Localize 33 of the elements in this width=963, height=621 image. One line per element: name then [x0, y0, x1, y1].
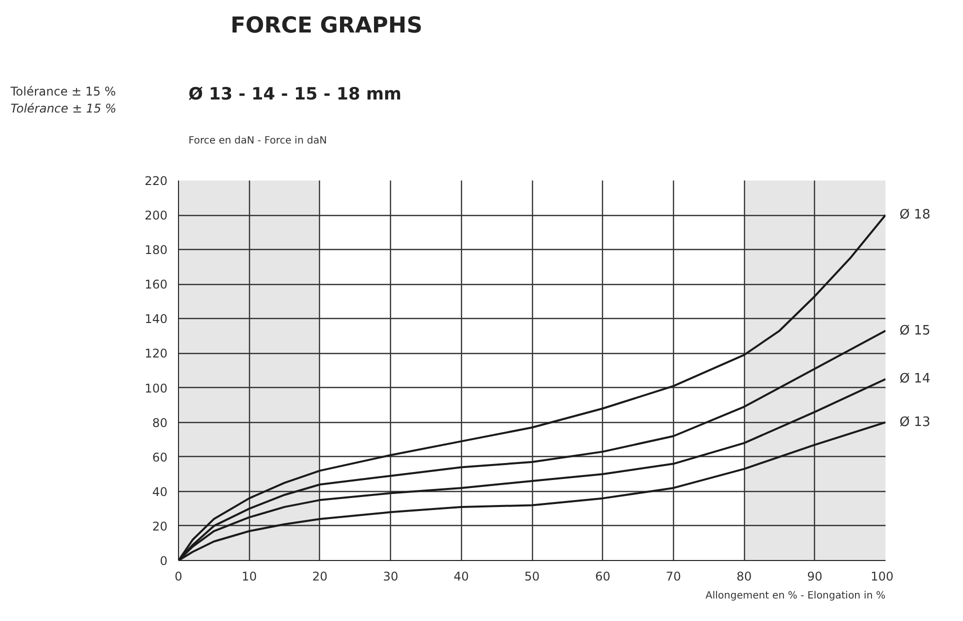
series-label: Ø 15 — [900, 323, 930, 338]
x-tick-label: 10 — [242, 570, 257, 584]
y-tick-label: 80 — [152, 416, 168, 430]
x-tick-label: 40 — [454, 570, 469, 584]
x-tick-label: 20 — [312, 570, 328, 584]
y-tick-label: 140 — [144, 312, 168, 326]
y-tick-label: 120 — [144, 346, 168, 361]
y-tick-label: 160 — [144, 278, 168, 292]
x-tick-label: 60 — [595, 570, 610, 584]
x-tick-label: 90 — [807, 570, 822, 584]
x-tick-label: 50 — [524, 570, 540, 584]
series-label: Ø 14 — [900, 372, 930, 387]
y-tick-label: 180 — [144, 243, 168, 258]
x-tick-label: 80 — [736, 570, 752, 584]
y-tick-label: 200 — [144, 208, 168, 223]
series-label: Ø 13 — [900, 414, 930, 430]
y-tick-label: 60 — [152, 450, 168, 464]
x-tick-label: 70 — [666, 570, 682, 584]
y-axis-title: Force en daN - Force in daN — [188, 136, 327, 146]
x-axis-title: Allongement en % - Elongation in % — [706, 590, 886, 602]
x-tick-label: 0 — [174, 570, 182, 584]
chart-title: FORCE GRAPHS — [230, 14, 422, 38]
y-tick-label: 0 — [160, 554, 168, 568]
x-tick-label: 30 — [382, 570, 398, 584]
y-tick-label: 40 — [152, 484, 168, 499]
text: Tolérance ± 15 % — [10, 102, 116, 116]
text: Tolérance ± 15 % — [10, 84, 116, 98]
x-tick-label: 100 — [870, 570, 894, 584]
y-tick-label: 220 — [144, 174, 168, 188]
series-label: Ø 18 — [900, 208, 930, 223]
y-tick-label: 100 — [144, 381, 168, 396]
chart-subtitle: Ø 13 - 14 - 15 - 18 mm — [188, 84, 402, 104]
y-tick-label: 20 — [152, 519, 168, 534]
